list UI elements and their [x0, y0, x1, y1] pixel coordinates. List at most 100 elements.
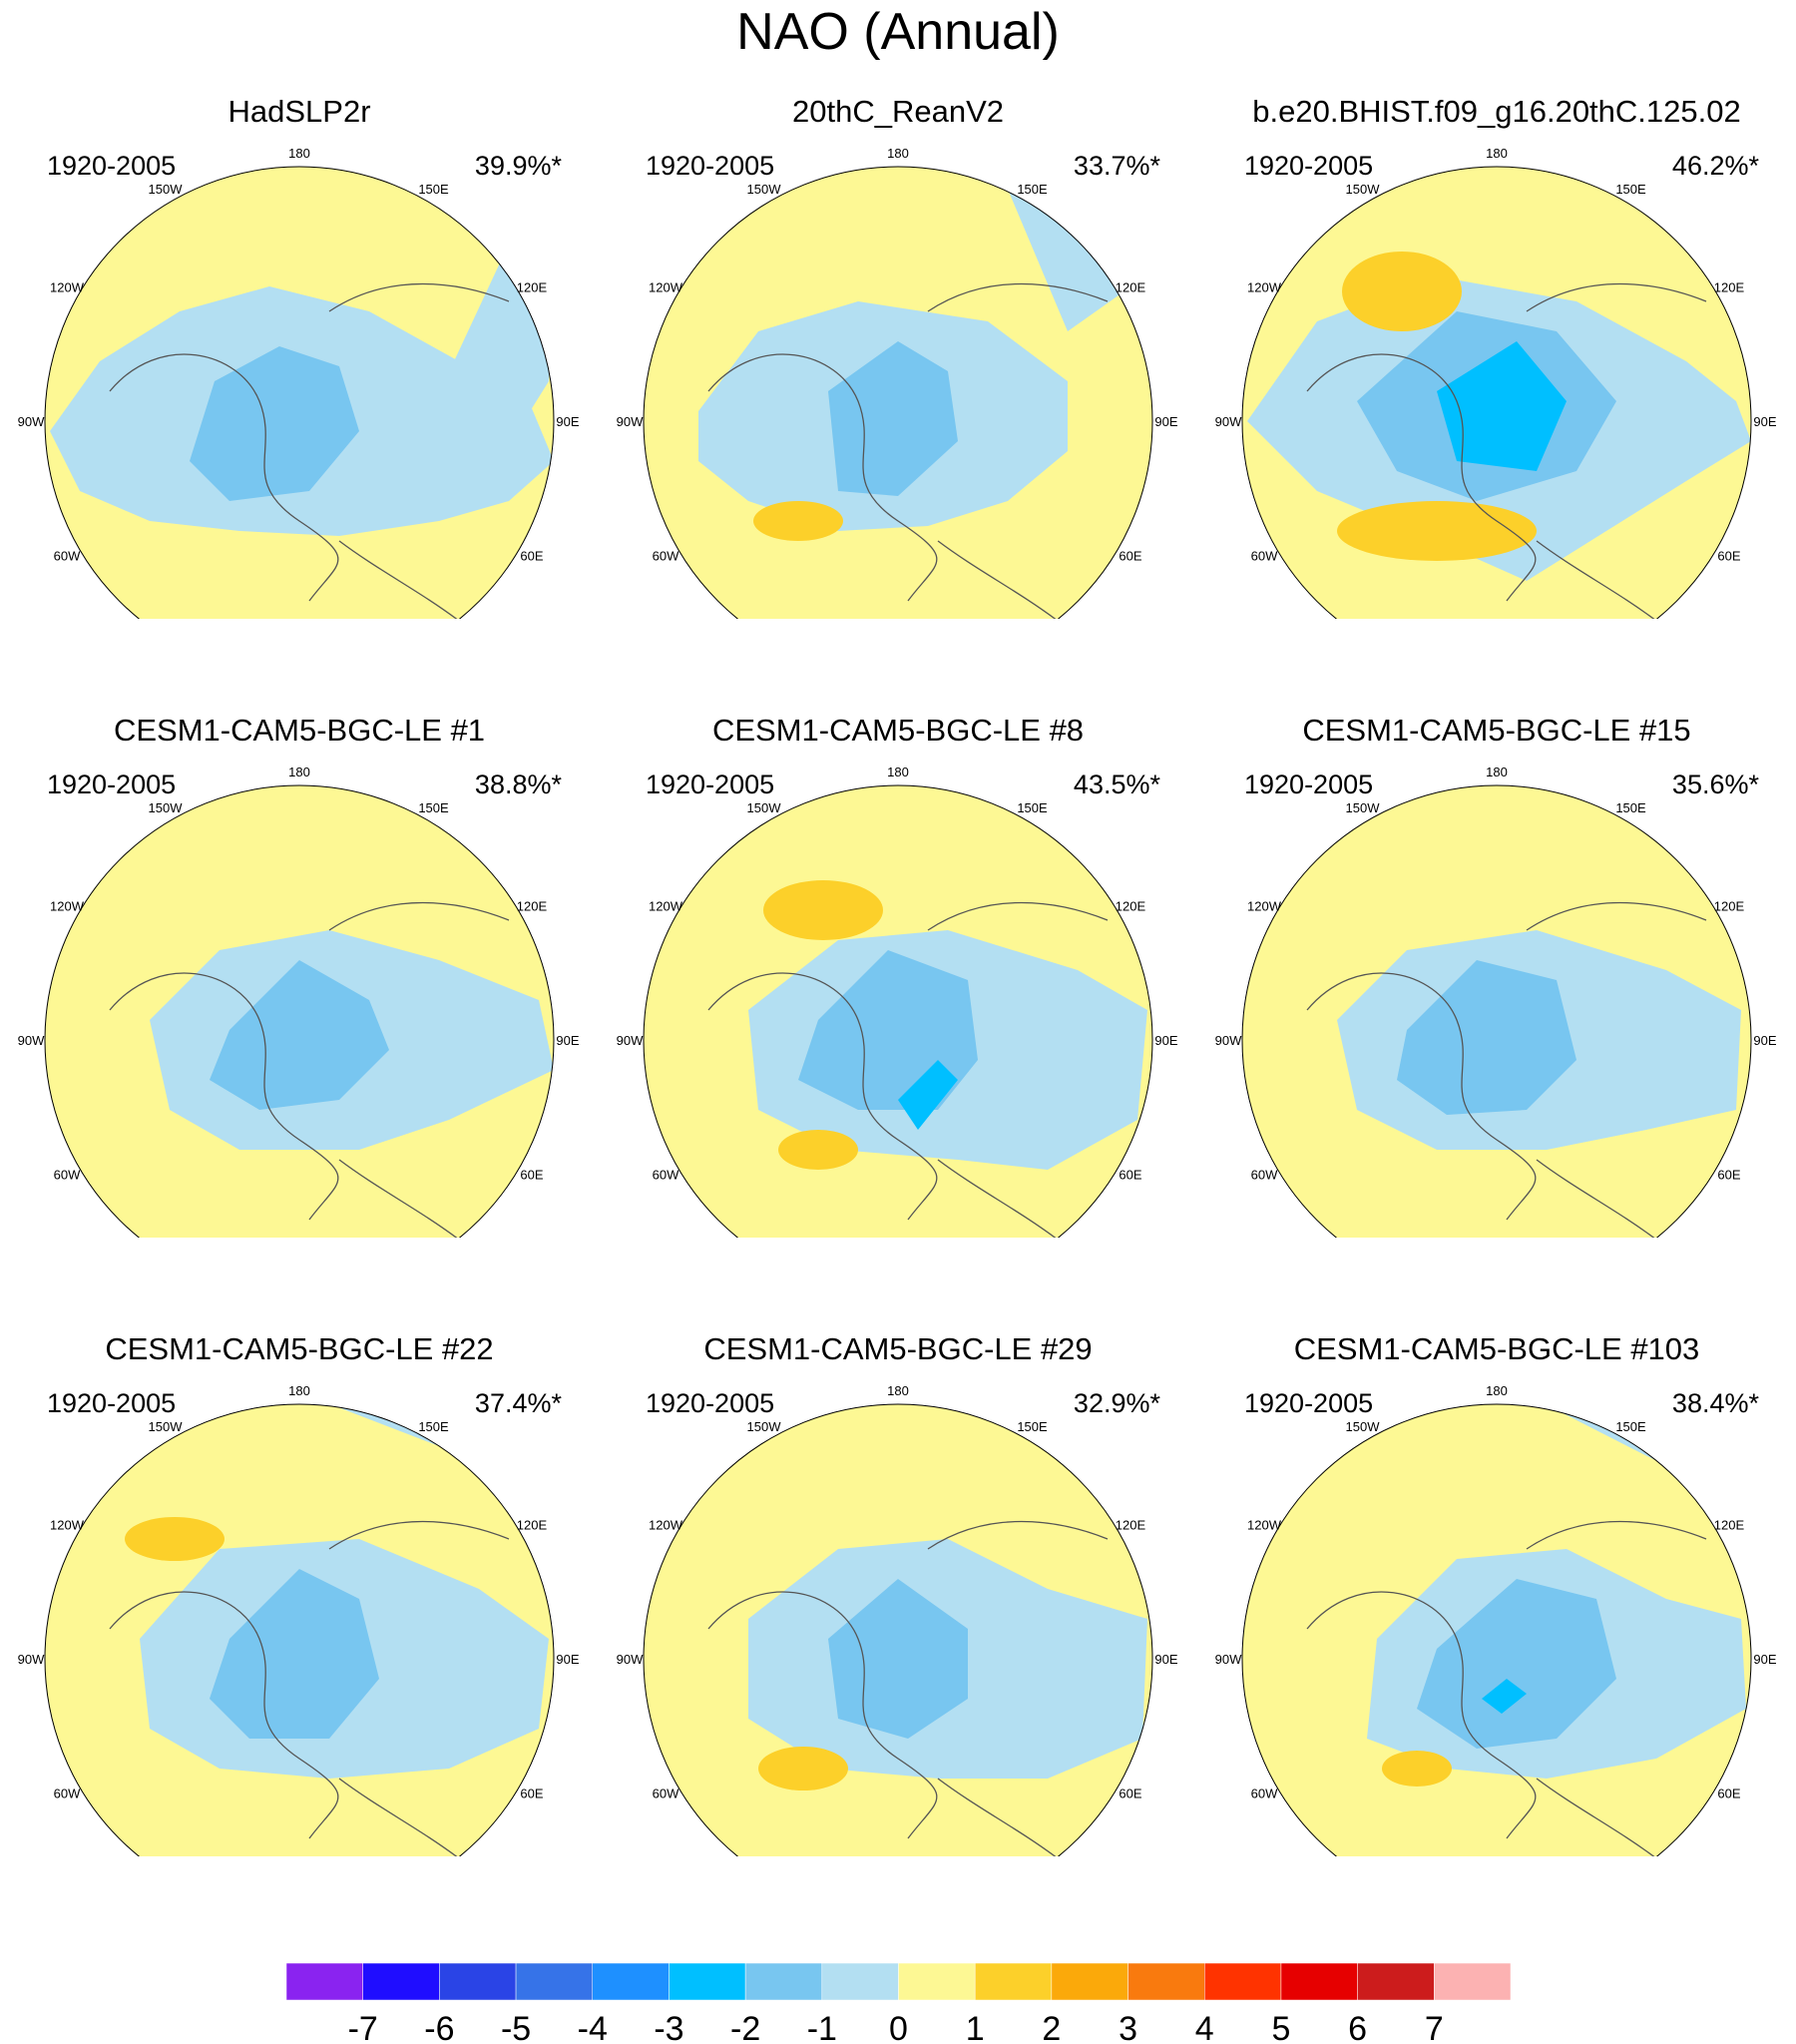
panel-title: 20thC_ReanV2 — [792, 94, 1004, 129]
longitude-label: 60E — [1717, 1787, 1740, 1801]
figure-title: NAO (Annual) — [736, 3, 1060, 61]
coastline — [1306, 901, 1707, 1238]
variance-percent: 43.5%* — [1073, 769, 1160, 799]
longitude-label: 90W — [617, 1652, 644, 1667]
polar-map: 180150E120E90E60E30E030W60W90W120W150W — [1215, 1383, 1777, 1856]
period-label: 1920-2005 — [47, 769, 177, 799]
map-border — [1241, 784, 1752, 1238]
longitude-label: 90E — [1753, 1033, 1776, 1048]
colorbar-label: 3 — [1119, 2010, 1137, 2044]
longitude-label: 150W — [747, 800, 782, 815]
longitude-label: 180 — [887, 1383, 909, 1398]
longitude-label: 120E — [517, 899, 548, 914]
panel-title: CESM1-CAM5-BGC-LE #8 — [711, 713, 1085, 748]
negative-core — [1417, 1579, 1616, 1749]
longitude-label: 120W — [50, 1518, 85, 1533]
period-label: 1920-2005 — [646, 1388, 775, 1418]
colorbar-swatch — [1204, 1962, 1282, 2001]
longitude-label: 60E — [520, 549, 543, 564]
longitude-label: 90E — [556, 1652, 579, 1667]
period-label: 1920-2005 — [1244, 769, 1374, 799]
coastline — [707, 901, 1109, 1238]
longitude-label: 90E — [1154, 414, 1177, 429]
polar-map: 180150E120E90E60E30E030W60W90W120W150W — [18, 1383, 580, 1856]
longitude-label: 150W — [149, 182, 184, 197]
colorbar-label: -7 — [348, 2010, 378, 2044]
colorbar-swatch — [515, 1962, 593, 2001]
longitude-label: 90E — [1753, 1652, 1776, 1667]
longitude-label: 60W — [54, 549, 81, 564]
map-border — [44, 784, 555, 1238]
longitude-label: 180 — [887, 765, 909, 779]
colorbar-swatch — [592, 1962, 670, 2001]
longitude-label: 90E — [1154, 1033, 1177, 1048]
coastline — [707, 1520, 1109, 1856]
colorbar-label: -3 — [654, 2010, 683, 2044]
longitude-label: 150E — [418, 800, 449, 815]
longitude-label: 150W — [1346, 1419, 1381, 1434]
positive-region — [1342, 252, 1462, 331]
polar-map: 180150E120E90E60E30E030W60W90W120W150W — [1215, 765, 1777, 1238]
colorbar-swatch — [898, 1962, 976, 2001]
period-label: 1920-2005 — [1244, 151, 1374, 181]
longitude-label: 180 — [1486, 146, 1508, 161]
longitude-label: 120W — [649, 899, 683, 914]
longitude-label: 180 — [288, 1383, 310, 1398]
longitude-label: 90E — [556, 1033, 579, 1048]
colorbar-swatch — [974, 1962, 1053, 2001]
longitude-label: 90W — [617, 1033, 644, 1048]
colorbar-swatch — [1280, 1962, 1358, 2001]
longitude-label: 180 — [887, 146, 909, 161]
polar-map: 180150E120E90E60E30E030W60W90W120W150W — [1215, 146, 1777, 619]
panel-title: CESM1-CAM5-BGC-LE #1 — [113, 713, 486, 748]
longitude-label: 150E — [1017, 800, 1048, 815]
map-panel: 180150E120E90E60E30E030W60W90W120W150W CE… — [1197, 619, 1796, 1238]
longitude-label: 180 — [288, 146, 310, 161]
longitude-label: 120W — [1247, 899, 1282, 914]
longitude-label: 90E — [1154, 1652, 1177, 1667]
colorbar-label: 6 — [1348, 2010, 1367, 2044]
period-label: 1920-2005 — [1244, 1388, 1374, 1418]
colorbar-label: -5 — [501, 2010, 531, 2044]
positive-region — [758, 1747, 848, 1790]
colorbar-label: -1 — [807, 2010, 837, 2044]
variance-percent: 37.4%* — [474, 1388, 562, 1418]
longitude-label: 120E — [1116, 899, 1146, 914]
colorbar-label: 1 — [966, 2010, 985, 2044]
negative-core — [190, 346, 359, 501]
longitude-label: 60W — [1251, 1168, 1278, 1183]
longitude-label: 60E — [1717, 549, 1740, 564]
positive-region — [753, 501, 843, 541]
map-panel: 180150E120E90E60E30E030W60W90W120W150WCE… — [0, 1238, 599, 1856]
negative-core — [828, 341, 958, 496]
panel-title: CESM1-CAM5-BGC-LE #29 — [703, 1331, 1093, 1366]
polar-map: 180150E120E90E60E30E030W60W90W120W150W — [617, 1383, 1178, 1856]
longitude-label: 150W — [149, 800, 184, 815]
colorbar-label: 5 — [1271, 2010, 1290, 2044]
longitude-label: 150E — [418, 1419, 449, 1434]
positive-region — [1382, 1751, 1452, 1787]
longitude-label: 60E — [520, 1168, 543, 1183]
longitude-label: 150W — [747, 1419, 782, 1434]
longitude-label: 120E — [517, 1518, 548, 1533]
map-panel: 180150E120E90E60E30E030W60W90W120W150WCE… — [0, 619, 599, 1238]
longitude-label: 150W — [747, 182, 782, 197]
panel-title: CESM1-CAM5-BGC-LE #15 — [1302, 713, 1691, 748]
longitude-label: 180 — [288, 765, 310, 779]
map-border — [643, 784, 1153, 1238]
negative-max — [898, 1060, 958, 1130]
longitude-label: 60W — [54, 1787, 81, 1801]
polar-map: 180150E120E90E60E30E030W60W90W120W150W — [18, 146, 580, 619]
colorbar-swatch — [1357, 1962, 1435, 2001]
variance-percent: 39.9%* — [474, 151, 562, 181]
longitude-label: 90W — [18, 1652, 45, 1667]
map-border — [643, 1403, 1153, 1856]
map-panel: 180150E120E90E60E30E030W60W90W120W150WCE… — [1197, 1238, 1796, 1856]
longitude-label: 120E — [1714, 280, 1745, 295]
longitude-label: 60E — [1119, 1168, 1141, 1183]
negative-core — [1397, 960, 1576, 1115]
colorbar-swatch — [1434, 1962, 1512, 2001]
longitude-label: 90W — [1215, 1652, 1242, 1667]
period-label: 1920-2005 — [47, 1388, 177, 1418]
colorbar-label: -4 — [578, 2010, 608, 2044]
